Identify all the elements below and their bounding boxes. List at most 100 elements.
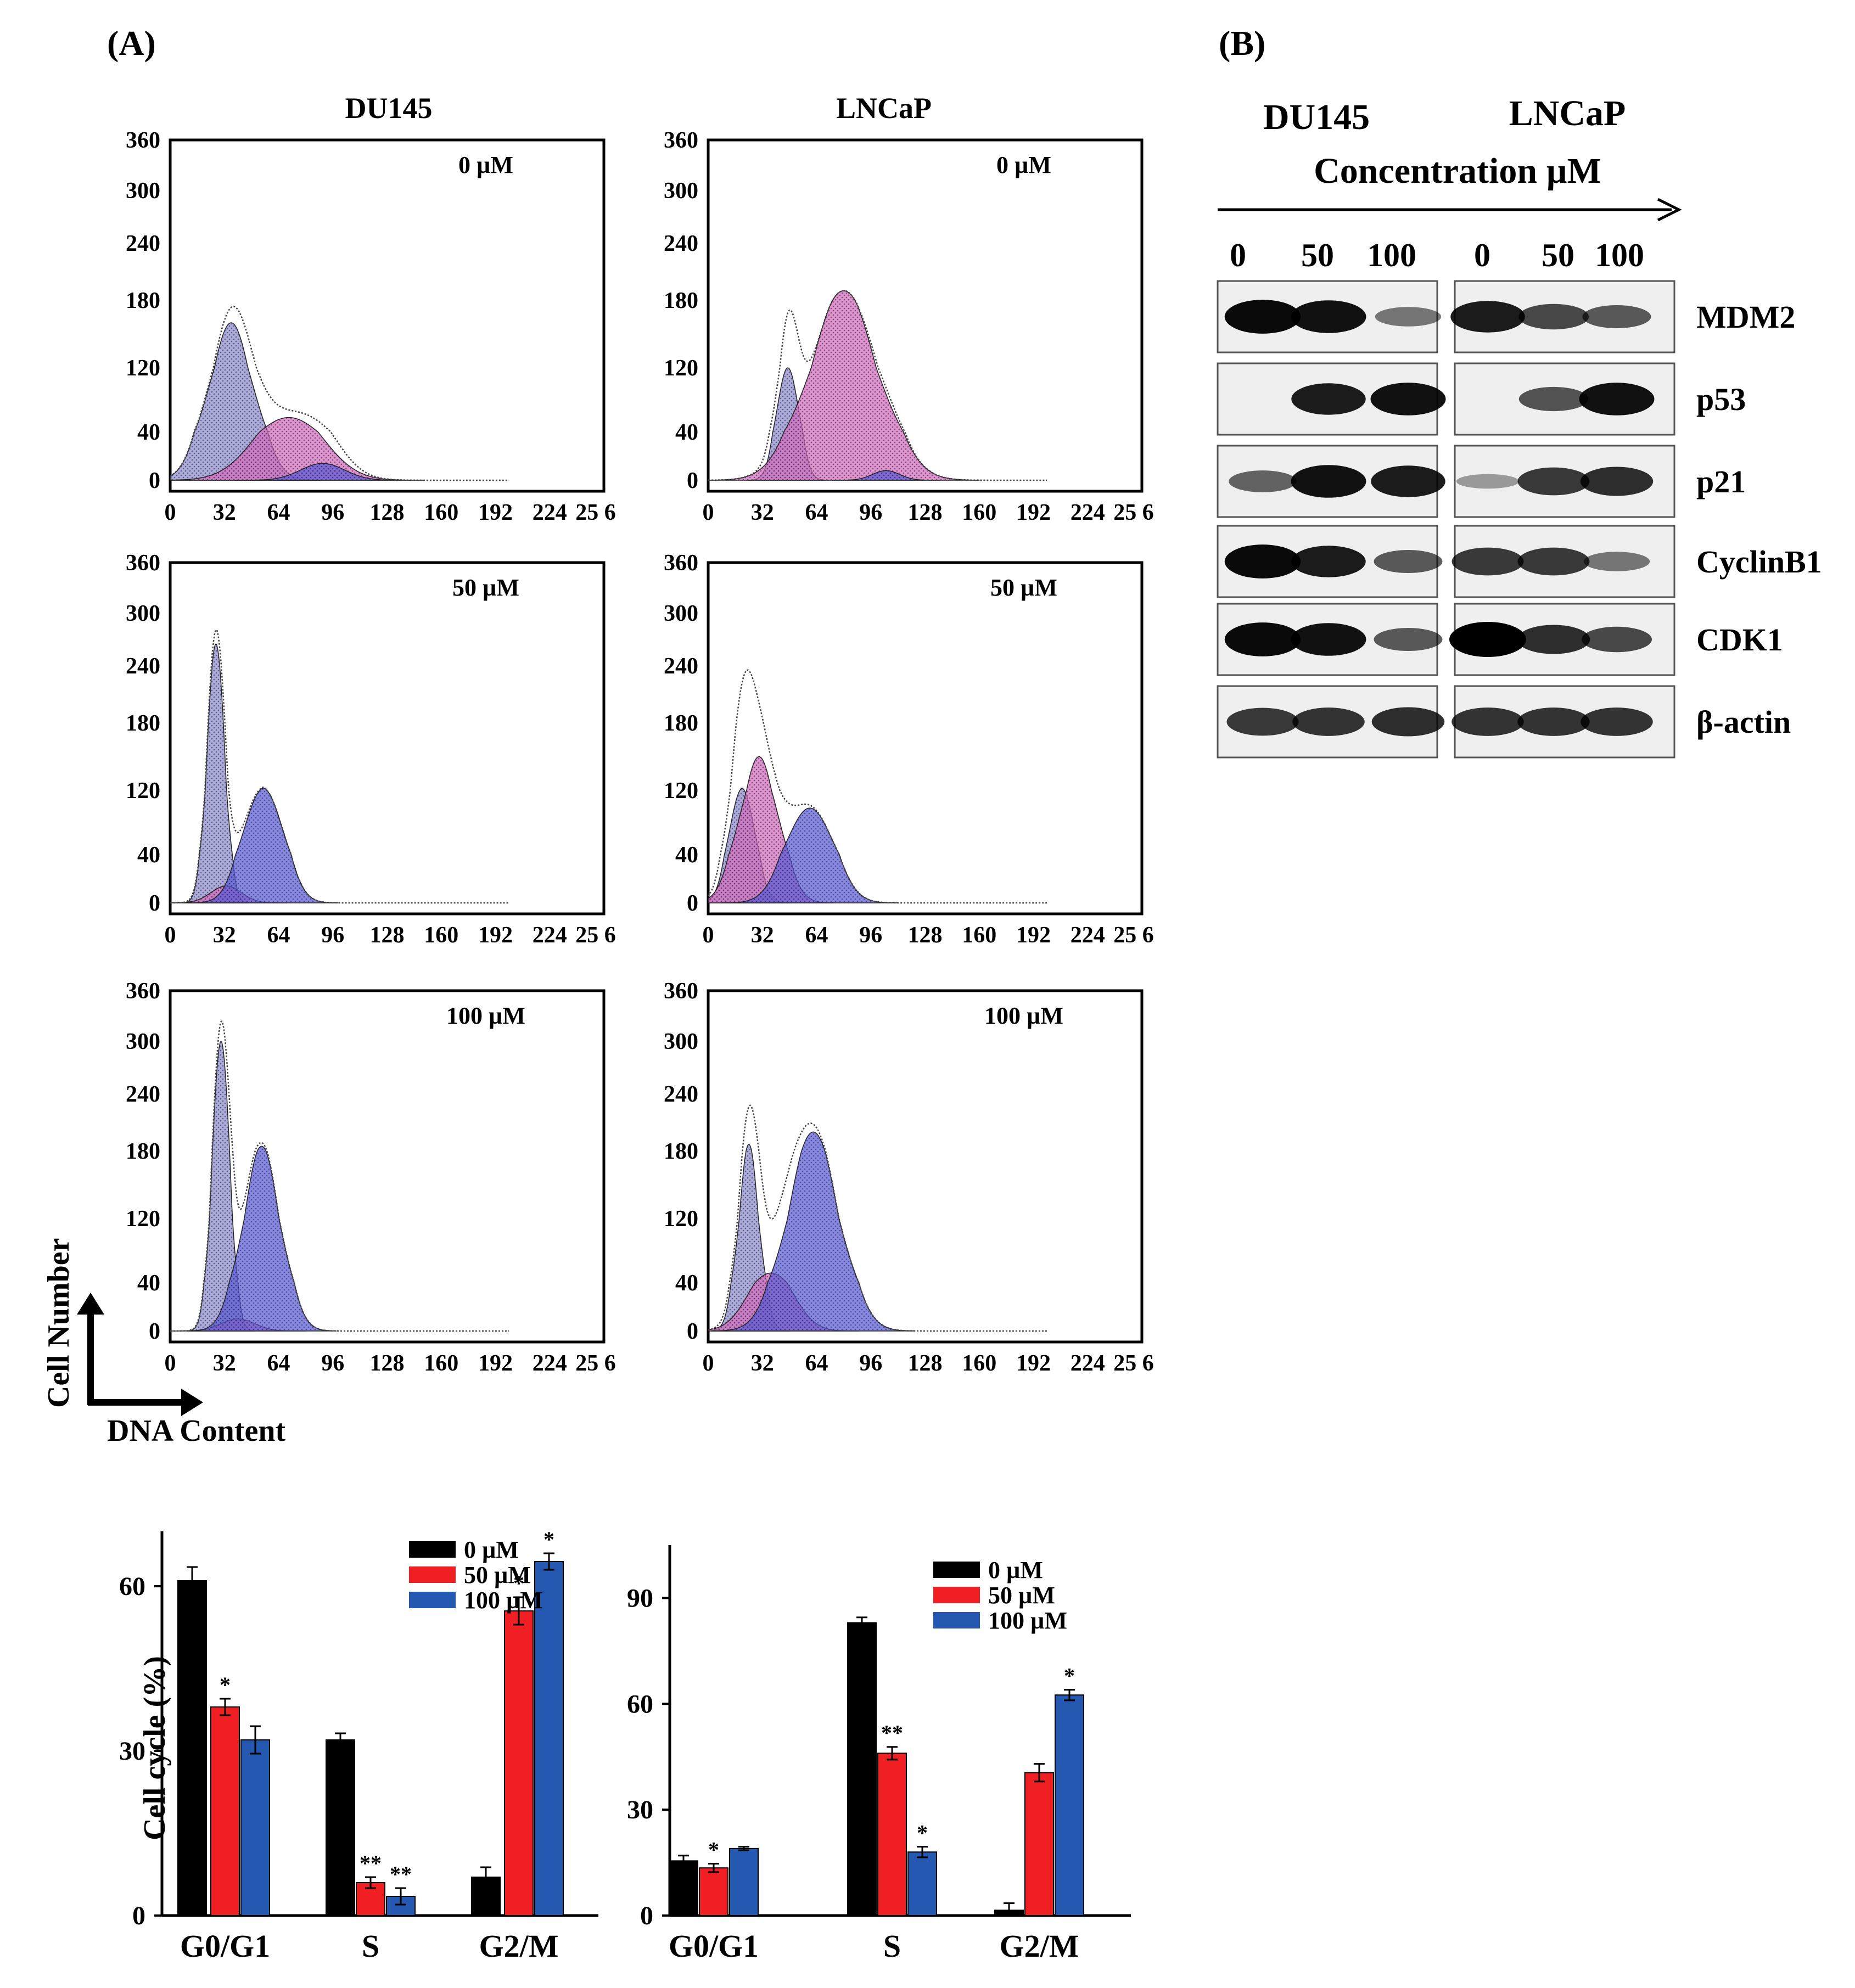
wb-lane-label: 0	[1474, 237, 1490, 273]
x-tick-label: 224	[1071, 1351, 1105, 1376]
y-tick-label: 0	[687, 468, 698, 493]
y-tick-label: 360	[664, 551, 698, 576]
y-tick-label: 240	[664, 231, 698, 256]
blot-band	[1291, 465, 1366, 498]
concentration-label: 50 µM	[990, 574, 1057, 601]
bar	[669, 1860, 698, 1917]
blot-band	[1517, 547, 1590, 576]
x-tick-label: 32	[213, 500, 236, 525]
blot-band	[1374, 628, 1443, 651]
blot-band	[1518, 304, 1589, 330]
x-tick-label: 25 6	[575, 1351, 616, 1376]
y-tick-label: 180	[664, 1139, 698, 1164]
y-tick-label: 180	[126, 711, 160, 736]
x-tick-label: 128	[908, 500, 943, 525]
concentration-label: 0 µM	[458, 151, 513, 178]
legend-swatch	[409, 1566, 456, 1583]
blot-protein-label: β-actin	[1696, 704, 1791, 740]
blot-band	[1579, 383, 1655, 415]
x-tick-label: 96	[859, 500, 882, 525]
bar	[210, 1706, 240, 1916]
wb-lane-label: 100	[1595, 237, 1644, 273]
y-tick-label: 360	[664, 979, 698, 1004]
blot-row-0: MDM2	[1217, 280, 1795, 353]
peak-texture	[188, 788, 338, 903]
histogram-trace	[708, 290, 1047, 481]
significance-mark: *	[220, 1672, 231, 1697]
bar	[534, 1561, 564, 1916]
peak-texture	[170, 323, 320, 480]
x-tick-label: 128	[370, 1351, 405, 1376]
y-tick-label: 180	[664, 711, 698, 736]
bar-y-tick-label: 90	[627, 1583, 653, 1613]
significance-mark: *	[1064, 1664, 1075, 1688]
y-tick-label: 120	[664, 356, 698, 381]
blot-band	[1291, 546, 1366, 577]
legend-swatch	[409, 1592, 456, 1608]
y-tick-label: 40	[675, 1271, 698, 1296]
bar-category-label: S	[362, 1928, 379, 1964]
y-tick-label: 300	[664, 178, 698, 204]
x-axis-label: DNA Content	[107, 1414, 285, 1448]
bar-category-label: S	[883, 1928, 901, 1964]
blot-band	[1371, 465, 1445, 497]
histogram-trace	[170, 1020, 509, 1332]
histogram-du145-1: 360 300 240 180 120 40 00 32 64 96 128 160 192 224 25 …	[126, 551, 616, 948]
histogram-lncap-1: 360 300 240 180 120 40 00 32 64 96 128 160 192 224 25 …	[664, 551, 1154, 948]
bar-category-label: G2/M	[479, 1928, 559, 1964]
y-tick-label: 300	[126, 601, 160, 626]
concentration-label: 100 µM	[446, 1002, 525, 1029]
x-tick-label: 224	[533, 500, 567, 525]
bar-category-label: G2/M	[1000, 1928, 1079, 1964]
x-tick-label: 192	[478, 923, 513, 948]
y-tick-label: 120	[664, 778, 698, 804]
lncap-title: LNCaP	[836, 92, 932, 125]
y-tick-label: 240	[126, 1082, 160, 1107]
blot-band	[1582, 305, 1651, 328]
histogram-frame	[707, 561, 1144, 916]
bar	[907, 1851, 937, 1916]
x-tick-label: 96	[859, 1351, 882, 1376]
histogram-trace	[170, 628, 509, 904]
x-tick-label: 224	[1071, 923, 1105, 948]
x-tick-label: 32	[751, 1351, 774, 1376]
x-tick-label: 0	[165, 923, 176, 948]
bar-y-tick-label: 60	[119, 1572, 145, 1601]
y-tick-label: 240	[126, 654, 160, 679]
legend-label: 0 µM	[988, 1557, 1043, 1583]
x-tick-label: 192	[1016, 1351, 1051, 1376]
legend-swatch	[933, 1587, 980, 1603]
blot-band	[1229, 470, 1297, 492]
y-tick-label: 0	[687, 1319, 698, 1344]
x-tick-label: 0	[165, 500, 176, 525]
x-tick-label: 192	[1016, 500, 1051, 525]
blot-band	[1580, 467, 1654, 496]
panel-b-letter: (B)	[1219, 24, 1265, 63]
x-tick-label: 64	[805, 500, 828, 525]
histogram-lncap-0: 360 300 240 180 120 40 00 32 64 96 128 160 192 224 25 …	[664, 128, 1154, 525]
bar	[177, 1580, 207, 1916]
x-tick-label: 192	[1016, 923, 1051, 948]
bar	[877, 1753, 907, 1916]
blot-band	[1518, 386, 1589, 412]
y-tick-label: 180	[126, 288, 160, 313]
peak-texture	[234, 463, 411, 480]
bar	[1024, 1772, 1054, 1916]
wb-lane-label: 50	[1542, 237, 1574, 273]
legend-label: 0 µM	[464, 1536, 519, 1563]
bar-y-tick-label: 30	[119, 1737, 145, 1766]
blot-band	[1517, 707, 1590, 736]
legend-label: 100 µM	[464, 1587, 543, 1614]
x-tick-label: 64	[805, 923, 828, 948]
bar	[699, 1867, 728, 1917]
significance-mark: *	[917, 1821, 928, 1845]
blot-band	[1374, 550, 1443, 573]
blot-band	[1452, 707, 1524, 736]
legend-swatch	[933, 1562, 980, 1578]
x-tick-label: 25 6	[1113, 1351, 1154, 1376]
wb-du145-label: DU145	[1263, 97, 1370, 137]
blot-band	[1371, 707, 1445, 737]
x-tick-label: 160	[424, 923, 458, 948]
y-tick-label: 300	[664, 1029, 698, 1054]
